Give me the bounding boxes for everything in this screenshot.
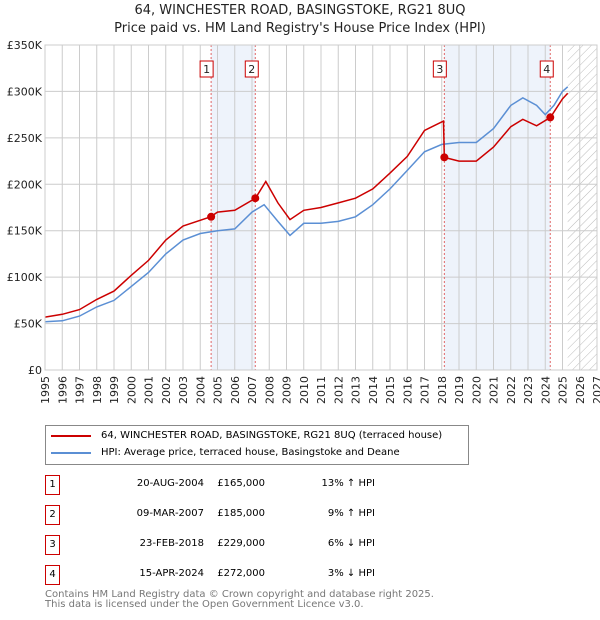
sale-label: 1 (203, 63, 210, 76)
footer-line: This data is licensed under the Open Gov… (45, 599, 364, 610)
sale-span-shade (444, 45, 551, 370)
sale-date: 23-FEB-2018 (139, 538, 204, 549)
sale-label-box (432, 60, 447, 78)
x-tick-label: 2011 (315, 376, 328, 404)
sale-point (546, 113, 555, 122)
y-tick-label: £350K (7, 39, 43, 52)
x-tick-label: 2000 (125, 376, 138, 404)
x-tick-label: 2001 (143, 376, 156, 404)
x-tick-label: 1999 (108, 376, 121, 404)
sale-number: 4 (45, 565, 60, 585)
sale-row: 4 15-APR-2024 £272,000 3% ↓ HPI (45, 565, 465, 585)
x-tick-label: 2005 (212, 376, 225, 404)
x-tick-label: 2006 (229, 376, 242, 404)
sale-hpi-diff: 9% ↑ HPI (327, 508, 375, 519)
hpi-line (44, 86, 569, 323)
sale-point (251, 194, 260, 203)
sale-date: 09-MAR-2007 (136, 508, 204, 519)
sale-label: 3 (436, 63, 443, 76)
x-tick-label: 2014 (367, 376, 380, 404)
x-tick-label: 2017 (419, 376, 432, 404)
sale-label-box (244, 60, 259, 78)
sale-label: 2 (248, 63, 255, 76)
sale-label-box (199, 60, 214, 78)
x-tick-label: 1996 (56, 376, 69, 404)
x-tick-label: 2008 (263, 376, 276, 404)
x-tick-label: 2019 (453, 376, 466, 404)
x-tick-label: 2012 (332, 376, 345, 404)
sale-price: £229,000 (217, 538, 265, 549)
x-tick-label: 2004 (194, 376, 207, 404)
sale-row: 3 23-FEB-2018 £229,000 6% ↓ HPI (45, 535, 465, 555)
sale-price: £185,000 (217, 508, 265, 519)
x-tick-label: 2022 (505, 376, 518, 404)
x-tick-label: 1995 (39, 376, 52, 404)
sale-point (440, 153, 449, 162)
y-tick-label: £200K (7, 178, 43, 191)
sale-row: 1 20-AUG-2004 £165,000 13% ↑ HPI (45, 475, 465, 495)
x-tick-label: 2020 (470, 376, 483, 404)
x-tick-label: 2018 (436, 376, 449, 404)
x-tick-label: 2015 (384, 376, 397, 404)
x-tick-label: 1998 (91, 376, 104, 404)
footer-line: Contains HM Land Registry data © Crown c… (45, 589, 434, 600)
sale-date: 20-AUG-2004 (136, 478, 204, 489)
x-tick-label: 2023 (522, 376, 535, 404)
sale-number: 1 (45, 475, 60, 495)
sale-label-box (539, 60, 554, 78)
legend-property: 64, WINCHESTER ROAD, BASINGSTOKE, RG21 8… (101, 430, 443, 441)
sale-hpi-diff: 6% ↓ HPI (327, 538, 375, 549)
sale-span-shade (211, 45, 256, 370)
sale-row: 2 09-MAR-2007 £185,000 9% ↑ HPI (45, 505, 465, 525)
legend-blue-line (51, 451, 91, 454)
y-tick-label: £300K (7, 85, 43, 98)
legend-red-line (51, 434, 91, 437)
sale-label: 4 (543, 63, 550, 76)
x-tick-label: 2021 (488, 376, 501, 404)
y-tick-label: £0 (28, 364, 42, 377)
x-tick-label: 2003 (177, 376, 190, 404)
sale-number: 3 (45, 535, 60, 555)
x-tick-label: 2024 (539, 376, 552, 404)
y-tick-label: £250K (7, 132, 43, 145)
x-tick-label: 2025 (557, 376, 570, 404)
x-tick-label: 1997 (74, 376, 87, 404)
sale-hpi-diff: 13% ↑ HPI (321, 478, 375, 489)
x-tick-label: 2002 (160, 376, 173, 404)
x-tick-label: 2013 (350, 376, 363, 404)
x-tick-label: 2009 (281, 376, 294, 404)
plot-area: 1995 1996 1997 1998 1999 2000 2001 2002 2003 2004… (7, 39, 600, 404)
legend-hpi: HPI: Average price, terraced house, Basi… (101, 447, 400, 458)
x-tick-label: 2026 (574, 376, 587, 404)
chart-subtitle: Price paid vs. HM Land Registry's House … (114, 21, 486, 36)
forecast-hatch (567, 45, 597, 370)
sale-number: 2 (45, 505, 60, 525)
sale-point (207, 212, 216, 221)
plot-border (44, 44, 598, 371)
x-tick-label: 2010 (298, 376, 311, 404)
sale-price: £165,000 (217, 478, 265, 489)
x-tick-label: 2016 (401, 376, 414, 404)
price-paid-line (44, 92, 569, 318)
y-tick-label: £150K (7, 225, 43, 238)
sale-hpi-diff: 3% ↓ HPI (327, 568, 375, 579)
x-tick-label: 2027 (591, 376, 600, 404)
legend: 64, WINCHESTER ROAD, BASINGSTOKE, RG21 8… (45, 425, 469, 465)
y-tick-label: £50K (14, 318, 43, 331)
y-tick-label: £100K (7, 271, 43, 284)
footer: Contains HM Land Registry data © Crown c… (45, 590, 434, 610)
x-tick-label: 2007 (246, 376, 259, 404)
sale-date: 15-APR-2024 (139, 568, 204, 579)
chart-title: 64, WINCHESTER ROAD, BASINGSTOKE, RG21 8… (134, 3, 466, 18)
sale-price: £272,000 (217, 568, 265, 579)
